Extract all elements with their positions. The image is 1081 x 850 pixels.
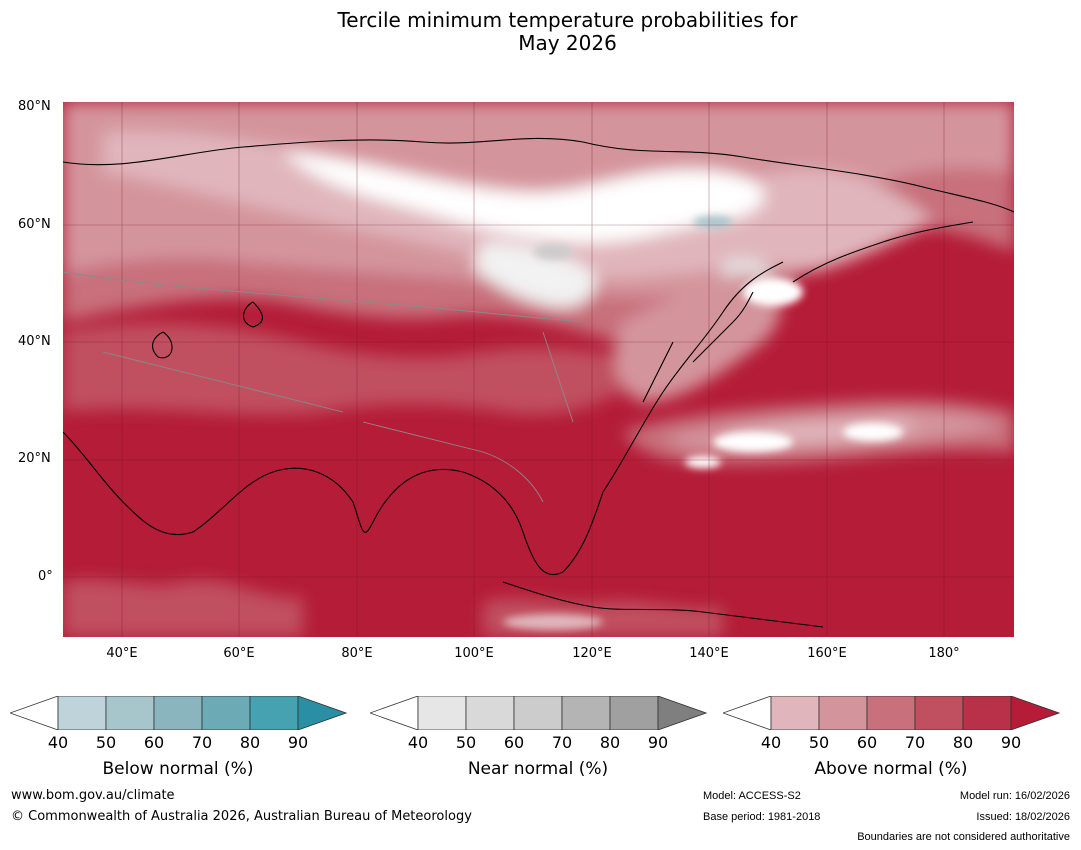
cb2-tick-90: 90 — [1000, 733, 1022, 752]
colorbar-segment — [609, 696, 659, 730]
model-run-text: Model run: 16/02/2026 — [959, 790, 1070, 802]
lon-label-180: 180° — [928, 646, 960, 661]
colorbar-segment — [465, 696, 515, 730]
model-text: Model: ACCESS-S2 — [703, 790, 801, 802]
lon-label-160e: 160°E — [807, 646, 847, 661]
colorbar-segment — [153, 696, 203, 730]
colorbar-segment — [561, 696, 611, 730]
lat-label-40n: 40°N — [18, 334, 51, 349]
lon-label-60e: 60°E — [223, 646, 255, 661]
colorbar-near-normal — [370, 696, 707, 730]
colorbar-segment — [770, 696, 820, 730]
colorbar-segment — [513, 696, 563, 730]
lat-label-60n: 60°N — [18, 217, 51, 232]
graticule — [63, 102, 1014, 637]
cb0-tick-40: 40 — [47, 733, 69, 752]
cb2-tick-50: 50 — [808, 733, 830, 752]
title-line-1: Tercile minimum temperature probabilitie… — [337, 8, 798, 32]
lat-label-20n: 20°N — [18, 451, 51, 466]
probability-map — [63, 102, 1014, 637]
cb1-tick-40: 40 — [407, 733, 429, 752]
colorbar-extend-arrow — [1010, 696, 1060, 730]
cb0-tick-50: 50 — [95, 733, 117, 752]
cb1-tick-60: 60 — [503, 733, 525, 752]
disclaimer-text: Boundaries are not considered authoritat… — [857, 831, 1070, 843]
colorbar-extend-arrow — [297, 696, 347, 730]
cb1-tick-80: 80 — [599, 733, 621, 752]
cb2-tick-40: 40 — [760, 733, 782, 752]
lat-label-80n: 80°N — [18, 99, 51, 114]
cb0-tick-90: 90 — [287, 733, 309, 752]
colorbar-segment — [249, 696, 299, 730]
colorbar-below-normal — [10, 696, 347, 730]
colorbar-segment — [417, 696, 467, 730]
colorbar-segment — [201, 696, 251, 730]
colorbar-segment — [866, 696, 916, 730]
colorbar-extend-arrow — [657, 696, 707, 730]
title-line-2: May 2026 — [518, 31, 617, 55]
colorbar-segment — [105, 696, 155, 730]
cb0-tick-60: 60 — [143, 733, 165, 752]
cb2-tick-80: 80 — [952, 733, 974, 752]
base-period-text: Base period: 1981-2018 — [703, 811, 821, 823]
cb1-tick-50: 50 — [455, 733, 477, 752]
cb2-tick-60: 60 — [856, 733, 878, 752]
light-pockets — [503, 216, 903, 630]
coastlines — [63, 137, 1014, 628]
lon-label-100e: 100°E — [454, 646, 494, 661]
lat-label-equator: 0° — [38, 569, 53, 584]
colorbar-label-near-normal: Near normal (%) — [467, 759, 609, 779]
copyright-text: © Commonwealth of Australia 2026, Austra… — [11, 809, 472, 824]
colorbar-segment — [914, 696, 964, 730]
colorbar-above-normal — [723, 696, 1060, 730]
map-title: Tercile minimum temperature probabilitie… — [0, 9, 1081, 55]
colorbar-label-below-normal: Below normal (%) — [102, 759, 254, 779]
colorbar-segment — [57, 696, 107, 730]
cb1-tick-70: 70 — [551, 733, 573, 752]
colorbar-segment — [818, 696, 868, 730]
lon-label-80e: 80°E — [341, 646, 373, 661]
cb1-tick-90: 90 — [647, 733, 669, 752]
issued-text: Issued: 18/02/2026 — [976, 811, 1070, 823]
cb2-tick-70: 70 — [904, 733, 926, 752]
lon-label-40e: 40°E — [106, 646, 138, 661]
lon-label-140e: 140°E — [689, 646, 729, 661]
borders — [63, 271, 584, 503]
lon-label-120e: 120°E — [572, 646, 612, 661]
cb0-tick-70: 70 — [191, 733, 213, 752]
cb0-tick-80: 80 — [239, 733, 261, 752]
colorbar-label-above-normal: Above normal (%) — [814, 759, 968, 779]
map-canvas — [63, 102, 1014, 637]
website-link[interactable]: www.bom.gov.au/climate — [11, 788, 175, 803]
colorbar-segment — [962, 696, 1012, 730]
